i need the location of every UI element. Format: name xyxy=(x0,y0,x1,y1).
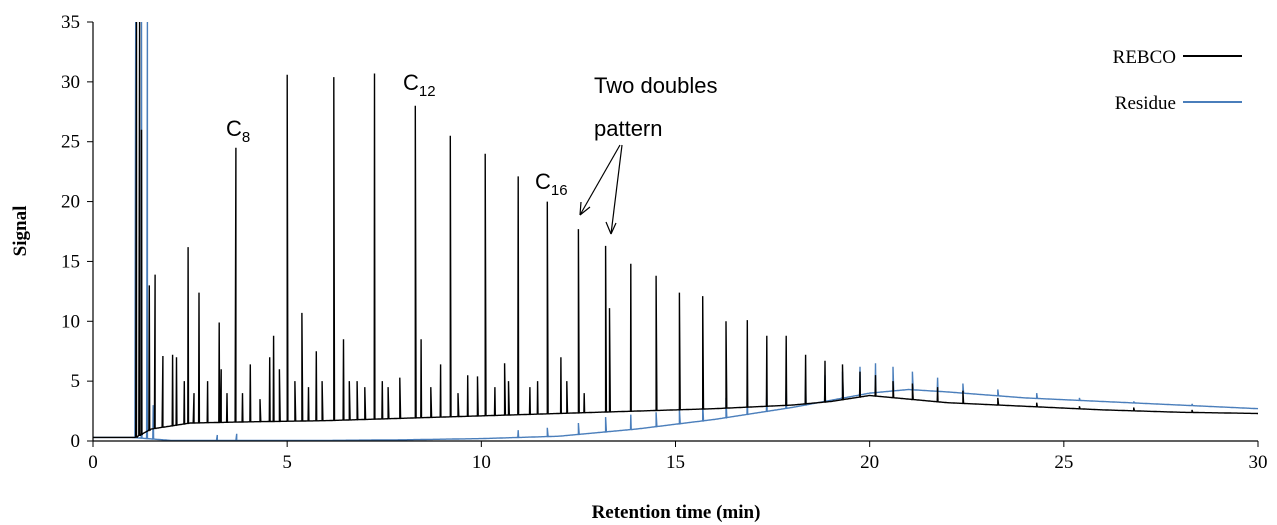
y-tick-label: 30 xyxy=(61,72,80,93)
annotation-arrowhead-1 xyxy=(579,201,591,216)
annotation-c12: C12 xyxy=(403,70,436,100)
y-tick-label: 25 xyxy=(61,132,80,153)
annotation-c16-base: C xyxy=(535,169,551,194)
x-tick-label: 20 xyxy=(860,452,879,473)
y-tick-label: 0 xyxy=(71,431,81,452)
x-tick-label: 10 xyxy=(472,452,491,473)
legend: REBCO Residue xyxy=(1113,47,1242,114)
annotation-arrowhead-2 xyxy=(605,221,617,235)
x-axis-title: Retention time (min) xyxy=(592,502,761,523)
annotation-two-doubles-line1: Two doubles xyxy=(594,73,718,98)
annotation-c8-base: C xyxy=(226,116,242,141)
annotation-c8: C8 xyxy=(226,116,250,146)
y-tick-label: 5 xyxy=(71,371,81,392)
annotation-two-doubles-line2: pattern xyxy=(594,116,663,141)
x-tick-label: 30 xyxy=(1249,452,1268,473)
x-tick-label: 15 xyxy=(666,452,685,473)
annotations: C8 C12 C16 Two doubles pattern xyxy=(226,70,718,235)
legend-label-rebco: REBCO xyxy=(1113,47,1176,68)
annotation-c8-sub: 8 xyxy=(242,129,250,146)
x-tick-label: 0 xyxy=(88,452,98,473)
annotation-c16: C16 xyxy=(535,169,568,199)
annotation-arrow-2 xyxy=(610,144,623,235)
ticks: 0 5 10 15 20 25 30 0 5 10 15 20 25 30 35 xyxy=(61,12,1268,473)
y-tick-label: 20 xyxy=(61,192,80,213)
annotation-c12-sub: 12 xyxy=(419,83,436,100)
x-tick-label: 25 xyxy=(1054,452,1073,473)
series-line-rebco xyxy=(93,21,1258,439)
y-tick-label: 15 xyxy=(61,251,80,272)
y-tick-label: 10 xyxy=(61,311,80,332)
legend-label-residue: Residue xyxy=(1115,93,1176,114)
y-axis-title: Signal xyxy=(10,206,31,257)
annotation-c12-base: C xyxy=(403,70,419,95)
x-tick-label: 5 xyxy=(282,452,292,473)
annotation-arrow-1 xyxy=(579,144,621,216)
y-tick-label: 35 xyxy=(61,12,80,33)
annotation-c16-sub: 16 xyxy=(551,182,568,199)
